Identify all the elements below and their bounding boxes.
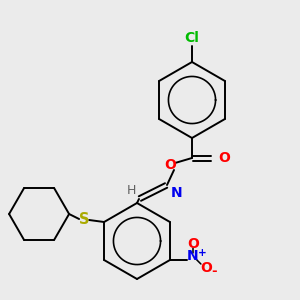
Text: H: H	[126, 184, 136, 197]
Text: O: O	[164, 158, 176, 172]
Text: O: O	[218, 151, 230, 165]
Text: Cl: Cl	[184, 31, 200, 45]
Text: N: N	[187, 249, 199, 263]
Text: O: O	[200, 261, 212, 275]
Text: -: -	[211, 266, 217, 278]
Text: S: S	[79, 212, 89, 226]
Text: O: O	[187, 237, 199, 251]
Text: +: +	[197, 248, 206, 258]
Text: N: N	[171, 186, 183, 200]
